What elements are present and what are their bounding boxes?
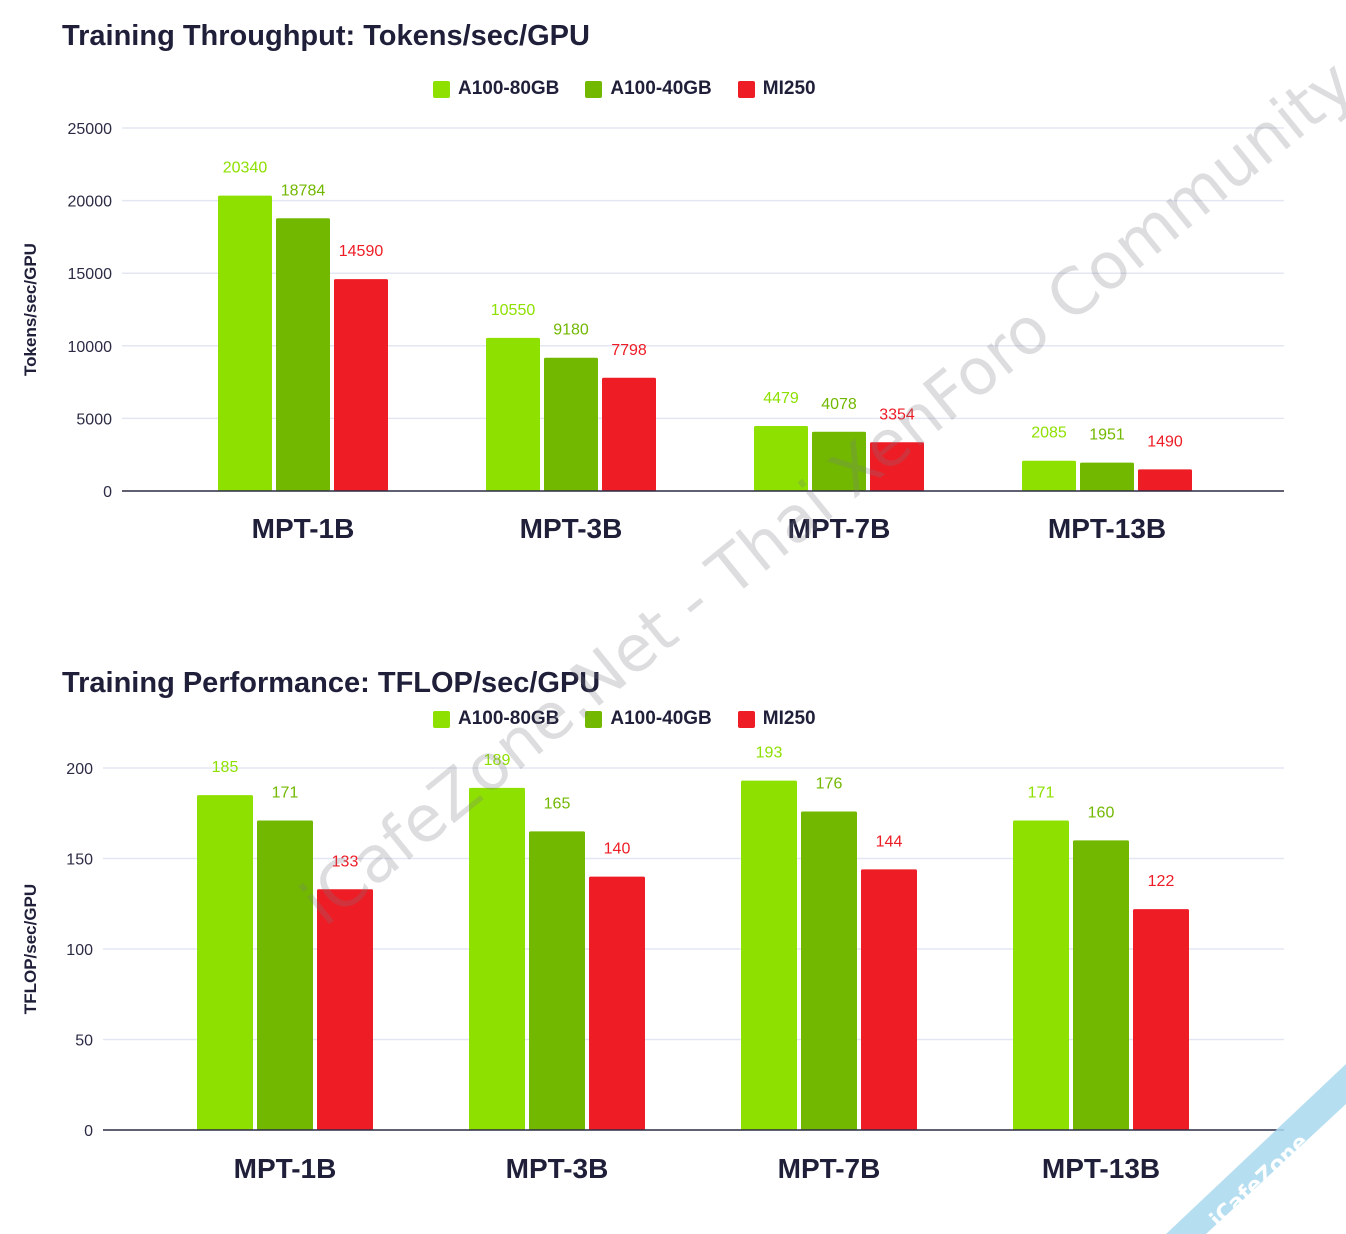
bar[interactable] bbox=[812, 431, 866, 491]
chart-title: Training Performance: TFLOP/sec/GPU bbox=[62, 667, 601, 699]
data-label: 189 bbox=[484, 752, 511, 769]
legend-label: A100-80GB bbox=[458, 78, 560, 99]
performance-plot: 0 50 100 150 200 TFLOP/sec/GPU 185 171 133 MPT-1B… bbox=[21, 745, 1284, 1184]
legend-swatch bbox=[737, 80, 755, 98]
legend-label: A100-80GB bbox=[458, 708, 560, 729]
legend-label: MI250 bbox=[762, 78, 816, 99]
bar[interactable] bbox=[1022, 460, 1076, 491]
data-label: 133 bbox=[332, 853, 359, 870]
data-label: 4479 bbox=[763, 390, 799, 407]
bar[interactable] bbox=[544, 357, 598, 491]
y-axis-title: Tokens/sec/GPU bbox=[21, 243, 40, 376]
category-label: MPT-1B bbox=[234, 1153, 337, 1184]
data-label: 122 bbox=[1148, 873, 1175, 890]
bar[interactable] bbox=[870, 442, 924, 491]
data-label: 9180 bbox=[553, 322, 589, 339]
y-tick-label: 10000 bbox=[68, 339, 113, 356]
data-label: 193 bbox=[756, 745, 783, 762]
category-label: MPT-7B bbox=[788, 513, 891, 544]
data-label: 10550 bbox=[491, 302, 536, 319]
category-label: MPT-1B bbox=[252, 513, 355, 544]
category-label: MPT-13B bbox=[1042, 1153, 1160, 1184]
bar[interactable] bbox=[602, 377, 656, 491]
legend-label: A100-40GB bbox=[610, 708, 712, 729]
data-label: 144 bbox=[876, 833, 903, 850]
bar[interactable] bbox=[469, 787, 525, 1130]
legend-item-a100-40gb[interactable]: A100-40GB bbox=[585, 78, 712, 100]
y-tick-label: 0 bbox=[103, 484, 112, 501]
bar[interactable] bbox=[1073, 840, 1129, 1130]
legend-item-a100-80gb[interactable]: A100-80GB bbox=[433, 708, 559, 730]
throughput-chart: Training Throughput: Tokens/sec/GPU A100… bbox=[0, 0, 1346, 600]
bar[interactable] bbox=[1133, 909, 1189, 1130]
y-tick-label: 15000 bbox=[68, 266, 113, 283]
bar[interactable] bbox=[589, 876, 645, 1130]
bar[interactable] bbox=[741, 780, 797, 1130]
legend-swatch bbox=[585, 80, 603, 98]
legend-swatch bbox=[737, 710, 755, 728]
legend-label: MI250 bbox=[762, 708, 816, 729]
chart-title: Training Throughput: Tokens/sec/GPU bbox=[62, 20, 590, 52]
legend-swatch bbox=[585, 710, 603, 728]
bar[interactable] bbox=[1013, 820, 1069, 1130]
y-tick-label: 5000 bbox=[76, 411, 112, 428]
legend-item-mi250[interactable]: MI250 bbox=[737, 78, 816, 100]
bar[interactable] bbox=[1080, 462, 1134, 491]
bar[interactable] bbox=[1138, 469, 1192, 491]
legend: A100-80GB A100-40GB MI250 bbox=[433, 78, 842, 100]
legend-swatch bbox=[433, 710, 450, 728]
data-label: 176 bbox=[816, 775, 843, 792]
data-label: 171 bbox=[272, 784, 299, 801]
legend-item-a100-80gb[interactable]: A100-80GB bbox=[433, 78, 559, 100]
bar[interactable] bbox=[529, 831, 585, 1130]
y-tick-label: 50 bbox=[75, 1033, 93, 1050]
y-tick-label: 150 bbox=[66, 852, 93, 869]
legend-item-mi250[interactable]: MI250 bbox=[737, 708, 816, 730]
data-label: 14590 bbox=[339, 243, 384, 260]
data-label: 185 bbox=[212, 759, 239, 776]
bar[interactable] bbox=[861, 869, 917, 1130]
legend: A100-80GB A100-40GB MI250 bbox=[433, 708, 842, 730]
legend-label: A100-40GB bbox=[610, 78, 712, 99]
data-label: 2085 bbox=[1031, 425, 1067, 442]
y-tick-label: 20000 bbox=[68, 194, 113, 211]
data-label: 20340 bbox=[223, 160, 268, 177]
data-label: 165 bbox=[544, 795, 571, 812]
bar[interactable] bbox=[197, 795, 253, 1130]
legend-swatch bbox=[433, 80, 450, 98]
bar[interactable] bbox=[257, 820, 313, 1130]
data-label: 140 bbox=[604, 841, 631, 858]
bar[interactable] bbox=[276, 218, 330, 491]
data-label: 18784 bbox=[281, 182, 326, 199]
throughput-plot: 0 5000 10000 15000 20000 25000 Tokens/sec/GPU 2… bbox=[21, 121, 1284, 544]
bar[interactable] bbox=[754, 425, 808, 491]
category-label: MPT-3B bbox=[506, 1153, 609, 1184]
category-label: MPT-3B bbox=[520, 513, 623, 544]
y-tick-label: 25000 bbox=[68, 121, 113, 138]
data-label: 4078 bbox=[821, 396, 857, 413]
bar[interactable] bbox=[334, 279, 388, 491]
bar[interactable] bbox=[801, 811, 857, 1130]
bar[interactable] bbox=[486, 337, 540, 491]
y-tick-label: 0 bbox=[84, 1123, 93, 1140]
data-label: 1490 bbox=[1147, 433, 1183, 450]
bar[interactable] bbox=[218, 195, 272, 491]
data-label: 160 bbox=[1088, 804, 1115, 821]
category-label: MPT-13B bbox=[1048, 513, 1166, 544]
data-label: 1951 bbox=[1089, 427, 1125, 444]
data-label: 3354 bbox=[879, 406, 915, 423]
performance-chart: Training Performance: TFLOP/sec/GPU A100… bbox=[0, 640, 1346, 1234]
y-axis-title: TFLOP/sec/GPU bbox=[21, 884, 40, 1014]
data-label: 171 bbox=[1028, 784, 1055, 801]
bar[interactable] bbox=[317, 889, 373, 1130]
y-tick-label: 200 bbox=[66, 761, 93, 778]
y-tick-label: 100 bbox=[66, 942, 93, 959]
category-label: MPT-7B bbox=[778, 1153, 881, 1184]
data-label: 7798 bbox=[611, 342, 647, 359]
legend-item-a100-40gb[interactable]: A100-40GB bbox=[585, 708, 712, 730]
